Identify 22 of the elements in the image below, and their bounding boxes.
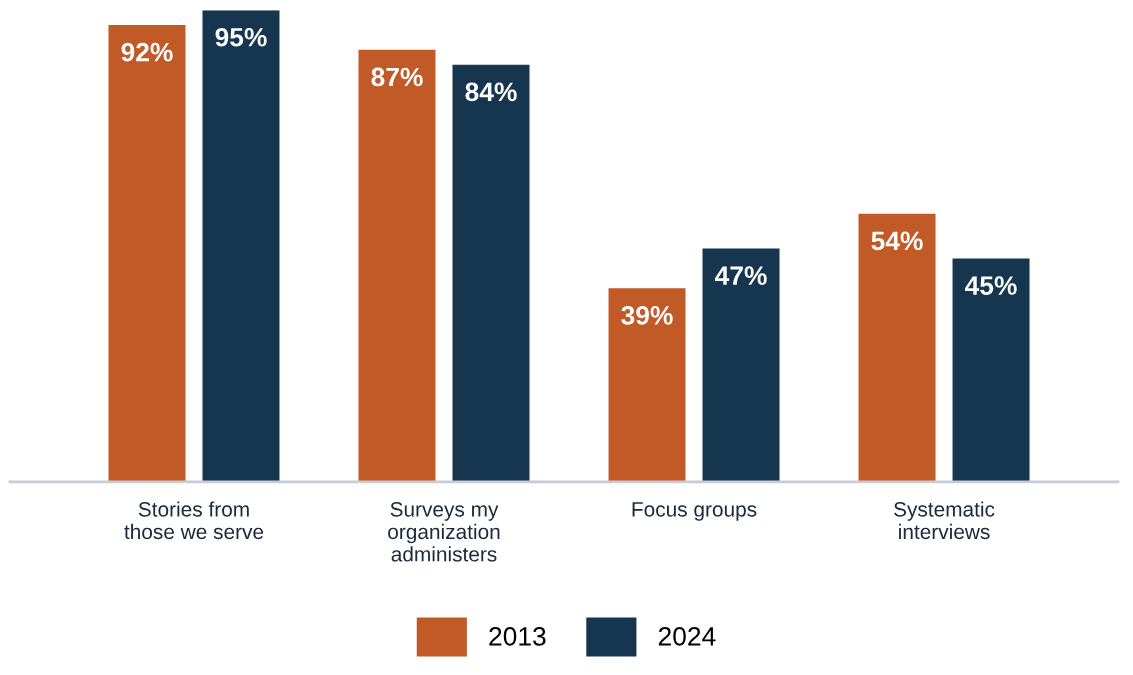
bar: [452, 64, 530, 482]
bar: [952, 258, 1030, 482]
data-label: 92%: [121, 42, 173, 62]
bar: [108, 25, 186, 482]
bar: [358, 49, 436, 482]
x-tick-label: Systematic interviews: [894, 501, 995, 540]
legend-label: 2024: [658, 627, 716, 646]
data-label: 84%: [465, 82, 517, 102]
bar: [202, 10, 280, 482]
bar: [702, 248, 780, 482]
data-label: 54%: [871, 231, 923, 251]
legend-label: 2013: [489, 627, 546, 646]
data-label: 87%: [371, 67, 423, 87]
data-label: 47%: [715, 266, 767, 285]
data-label: 95%: [215, 27, 267, 47]
x-tick-label: Surveys my organization administers: [388, 501, 500, 562]
x-tick-label: Focus groups: [632, 502, 757, 521]
bar: [858, 213, 936, 482]
x-tick-label: Stories from those we serve: [124, 501, 264, 540]
data-label: 45%: [965, 276, 1017, 295]
data-label: 39%: [621, 306, 673, 325]
bar: [608, 288, 686, 482]
